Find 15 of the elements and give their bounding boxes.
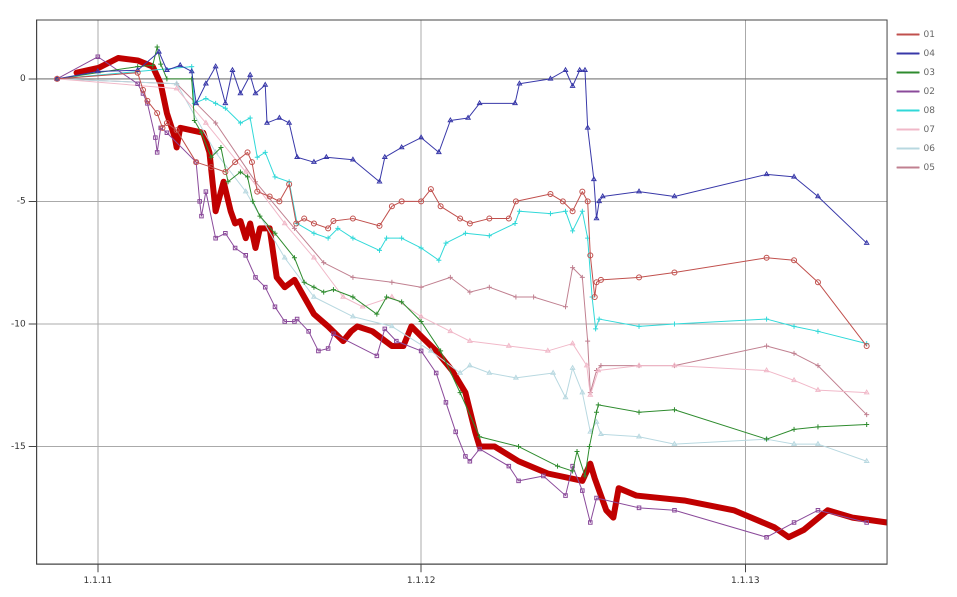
y-tick-label: -15 <box>10 442 26 452</box>
legend-label: 05 <box>924 162 935 173</box>
x-tick-label: 1.1.13 <box>731 576 760 586</box>
y-tick-label: 0 <box>20 74 26 84</box>
y-tick-label: -10 <box>10 319 26 330</box>
legend-label: 07 <box>924 124 935 135</box>
x-tick-label: 1.1.12 <box>406 576 436 586</box>
legend-label: 04 <box>924 48 936 59</box>
legend-label: 06 <box>924 144 936 154</box>
x-tick-label: 1.1.11 <box>84 576 112 586</box>
legend-label: 01 <box>924 30 935 40</box>
y-tick-label: -5 <box>16 196 26 207</box>
legend-label: 03 <box>924 68 935 78</box>
legend-label: 08 <box>924 106 936 116</box>
legend-label: 02 <box>924 86 935 97</box>
